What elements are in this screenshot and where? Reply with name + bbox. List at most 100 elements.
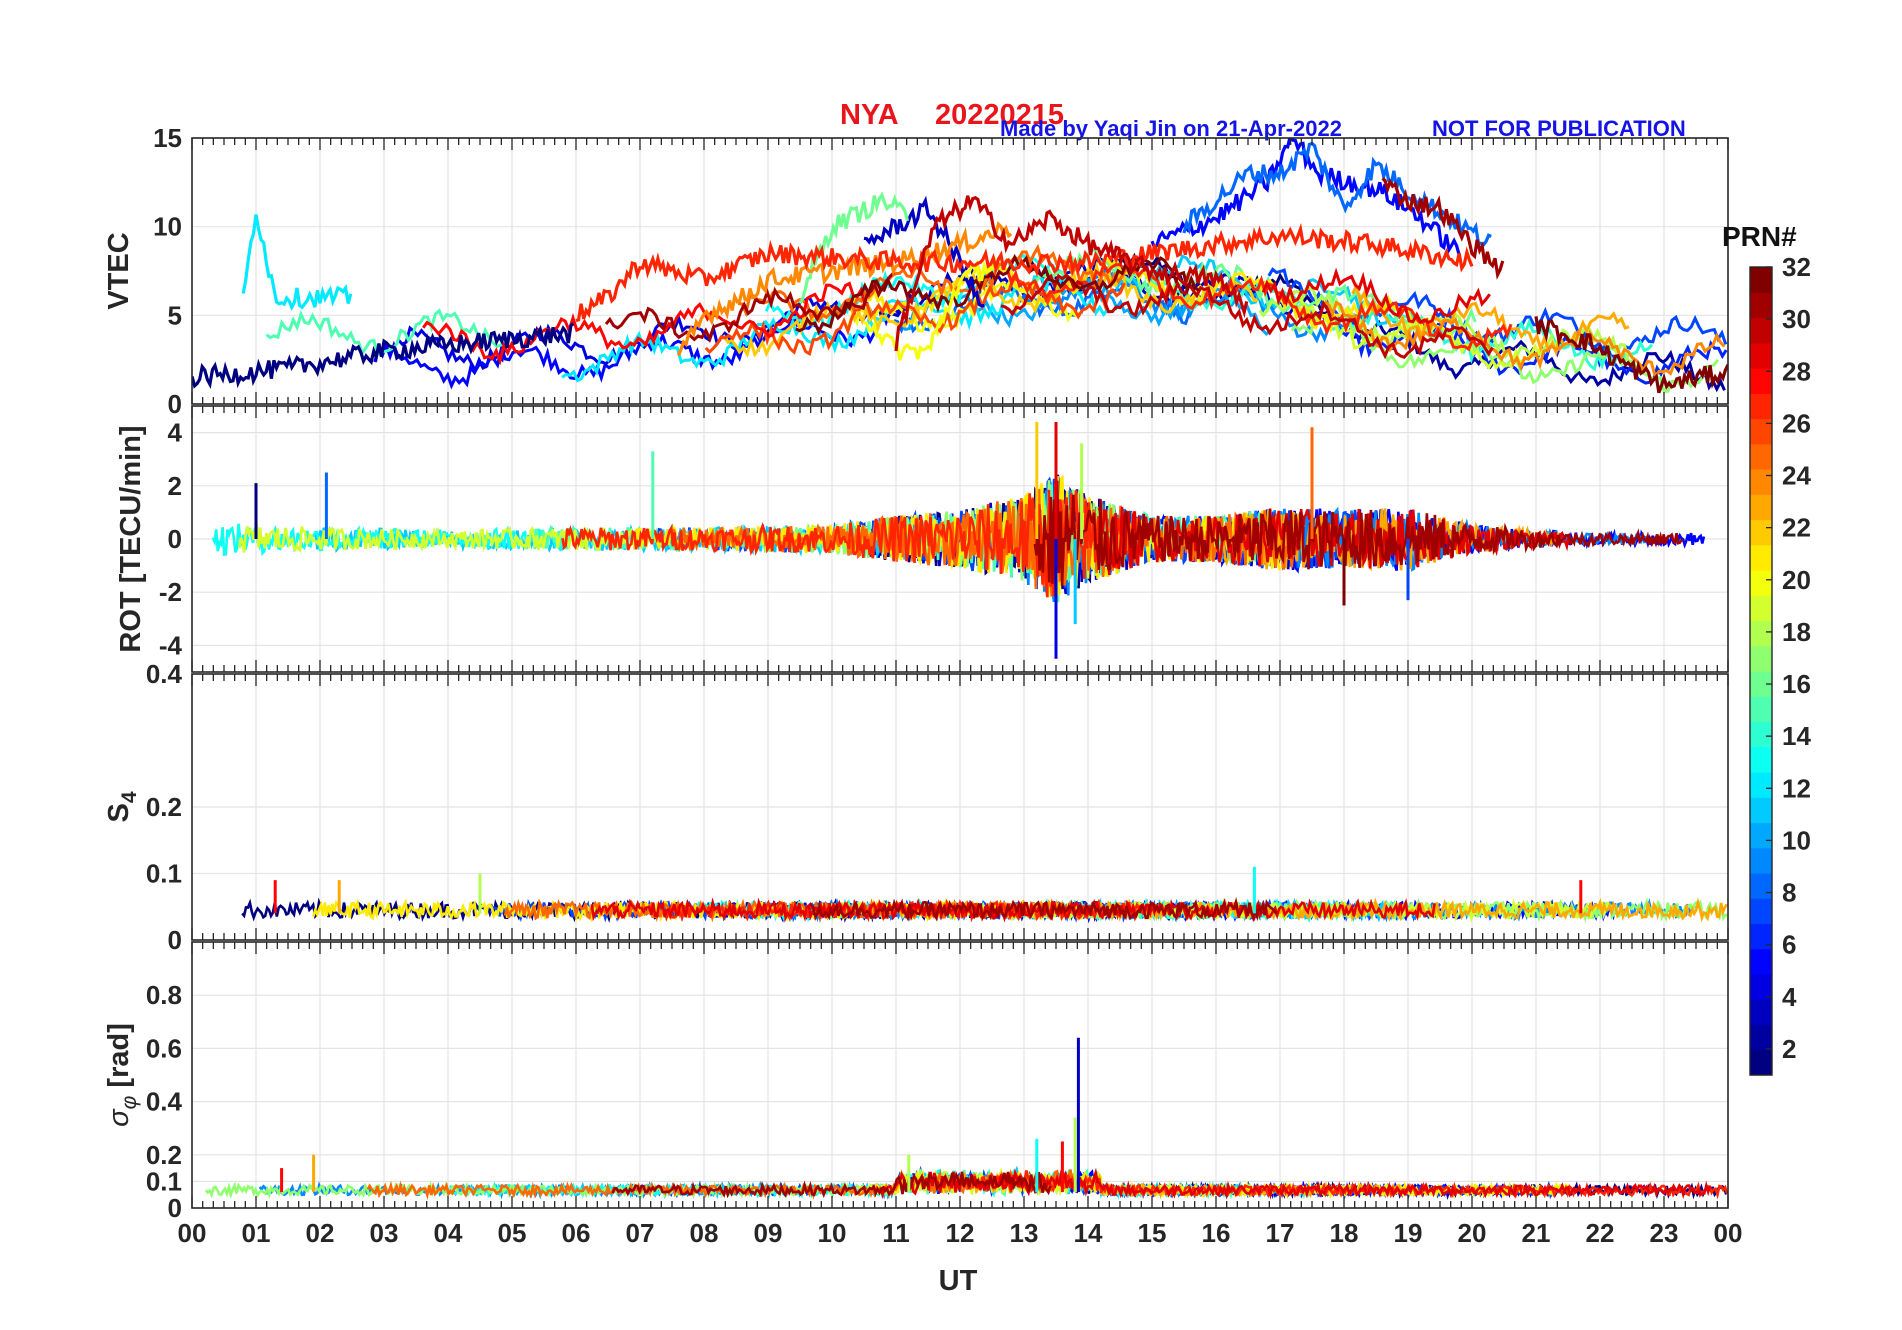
x-tick-label: 13 [1010, 1218, 1039, 1248]
vtec-series-prn-8 [1182, 141, 1492, 247]
colorbar-segment [1750, 595, 1772, 622]
colorbar-tick-label: 30 [1782, 304, 1811, 334]
x-axis-label: UT [939, 1265, 978, 1297]
x-tick-label: 10 [818, 1218, 847, 1248]
colorbar-tick-label: 24 [1782, 461, 1811, 491]
colorbar-segment [1750, 923, 1772, 950]
rot-ticks [191, 406, 1729, 672]
s4-ytick-label: 0 [168, 925, 182, 955]
x-tick-label: 14 [1074, 1218, 1103, 1248]
x-tick-label: 15 [1138, 1218, 1167, 1248]
rot-ytick-label: 4 [168, 418, 183, 448]
vtec-trace-prn-31 [604, 271, 896, 343]
colorbar-segment [1750, 1049, 1772, 1076]
sigma_phi-ticks [191, 942, 1729, 1208]
x-tick-label: 22 [1586, 1218, 1615, 1248]
rot-ytick-label: 2 [168, 471, 182, 501]
sigma_phi-trace-prn-29 [879, 1167, 1712, 1200]
colorbar-segment [1750, 342, 1772, 369]
colorbar-tick-label: 20 [1782, 565, 1811, 595]
sigma_phi-ytick-label: 0.1 [146, 1166, 182, 1196]
x-tick-label: 05 [498, 1218, 527, 1248]
rot-ylabel: ROT [TECU/min] [115, 425, 147, 652]
x-tick-label: 21 [1522, 1218, 1551, 1248]
s4-ticks [191, 674, 1729, 940]
x-tick-label: 00 [178, 1218, 207, 1248]
colorbar-segment [1750, 544, 1772, 571]
colorbar-segment [1750, 292, 1772, 319]
colorbar-segment [1750, 645, 1772, 672]
sigma_phi-ytick-label: 0.2 [146, 1140, 182, 1170]
colorbar-segment [1750, 1024, 1772, 1051]
x-tick-label: 03 [370, 1218, 399, 1248]
vtec-series-prn-30 [894, 195, 1249, 352]
colorbar-segment [1750, 469, 1772, 495]
rot-trace-prn-31 [1033, 480, 1683, 597]
sigma_phi-ytick-label: 0.6 [146, 1033, 182, 1063]
vtec-trace-prn-23 [1351, 282, 1630, 357]
colorbar-segment [1750, 847, 1772, 874]
colorbar-frame [1749, 266, 1773, 1076]
s4-ytick-label: 0.4 [146, 659, 183, 689]
s4-trace-prn-29 [590, 897, 1436, 923]
colorbar-segment [1750, 393, 1772, 420]
x-tick-label: 00 [1714, 1218, 1743, 1248]
x-tick-label: 20 [1458, 1218, 1487, 1248]
sigma_phi-ytick-label: 0.4 [146, 1087, 183, 1117]
x-tick-label: 18 [1330, 1218, 1359, 1248]
x-tick-label: 09 [754, 1218, 783, 1248]
colorbar-tick-label: 22 [1782, 513, 1811, 543]
x-tick-label: 12 [946, 1218, 975, 1248]
x-tick-label: 23 [1650, 1218, 1679, 1248]
colorbar-segment [1750, 948, 1772, 975]
colorbar-tick-label: 4 [1782, 982, 1797, 1012]
rot-ytick-label: 0 [168, 524, 182, 554]
colorbar-tick-label: 10 [1782, 825, 1811, 855]
colorbar-segment [1750, 696, 1772, 723]
vtec-series-prn-27 [575, 222, 1474, 323]
x-tick-label: 16 [1202, 1218, 1231, 1248]
vtec-series-prn-12 [241, 214, 353, 311]
sigma_phi-trace-prn-31 [611, 1171, 1052, 1199]
vtec-trace-prn-15 [265, 308, 510, 357]
vtec-series-prn-3 [863, 195, 985, 308]
s4-ylabel: S4 [103, 791, 141, 822]
colorbar-segment [1750, 368, 1772, 394]
sigma_phi-ylabel: σφ [rad] [103, 1023, 141, 1127]
vtec-ylabel: VTEC [103, 232, 135, 309]
vtec-traces [192, 138, 1728, 394]
colorbar-segment [1750, 494, 1772, 521]
date-label: 20220215 [935, 99, 1064, 131]
colorbar-segment [1750, 519, 1772, 546]
vtec-trace-prn-24 [1323, 300, 1726, 380]
x-tick-label: 07 [626, 1218, 655, 1248]
x-tick-label: 06 [562, 1218, 591, 1248]
colorbar-segment [1750, 418, 1772, 445]
sigma-ylabel-text: σφ [rad] [103, 1023, 141, 1127]
colorbar-segment [1750, 570, 1772, 596]
colorbar-segment [1750, 873, 1772, 899]
colorbar-title: PRN# [1722, 221, 1797, 252]
vtec-trace-prn-17 [1290, 313, 1720, 393]
vtec-trace-prn-7 [1267, 267, 1728, 358]
colorbar-tick-label: 14 [1782, 721, 1811, 751]
sigma_phi-ytick-label: 0 [168, 1193, 182, 1223]
colorbar-tick-label: 16 [1782, 669, 1811, 699]
colorbar-tick-label: 2 [1782, 1034, 1796, 1064]
s4-traces [241, 866, 1728, 924]
rot-panel: -4 -2 0 2 4 ROT [TECU/min] [115, 405, 1729, 673]
colorbar-segment [1750, 746, 1772, 773]
sigma_phi-panel: 00.10.2 0.4 0.6 0.8σφ [rad] [103, 941, 1729, 1223]
colorbar-segment [1750, 443, 1772, 470]
colorbar-segment [1750, 974, 1772, 1000]
colorbar-segment [1750, 797, 1772, 824]
vtec-ticks [191, 138, 1729, 404]
figure-title: NYA 20220215 Made by Yaqi Jin on 21-Apr-… [840, 99, 1686, 141]
vtec-panel: 0 5 10 15 VTEC [103, 123, 1729, 419]
vtec-trace-prn-28 [421, 281, 867, 366]
vtec-ytick-label: 5 [168, 300, 182, 330]
colorbar-tick-label: 32 [1782, 252, 1811, 282]
x-tick-label: 02 [306, 1218, 335, 1248]
